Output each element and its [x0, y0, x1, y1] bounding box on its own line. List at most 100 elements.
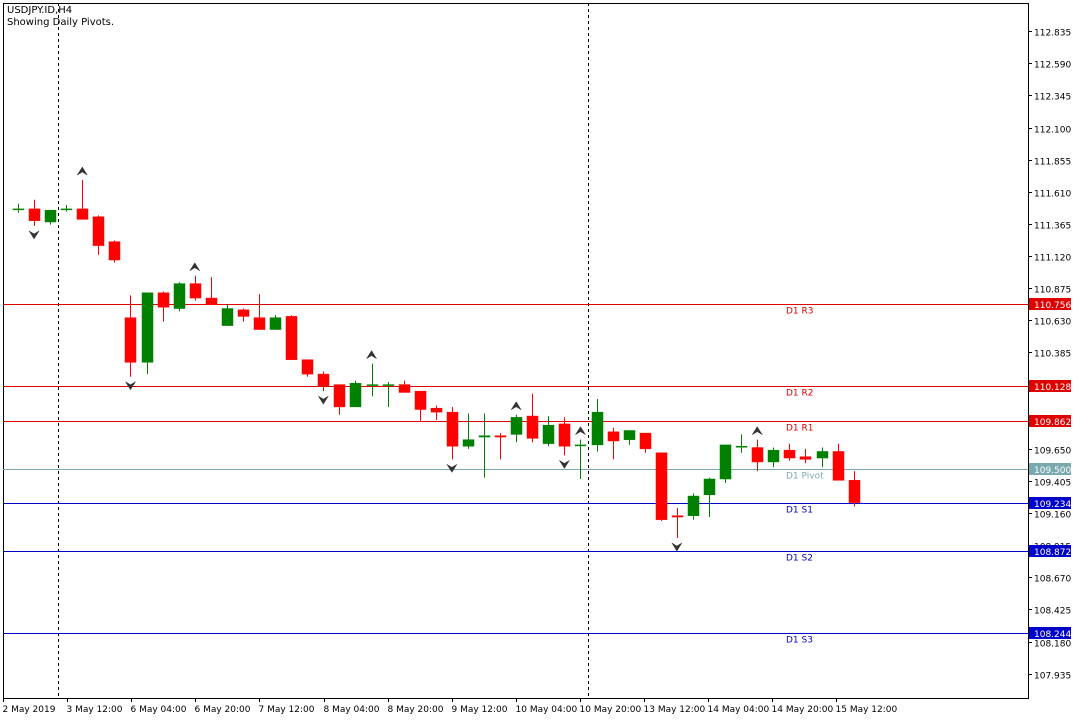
- y-tick-label: 110.385: [1034, 350, 1071, 360]
- pivot-price-box: [1029, 463, 1071, 475]
- candle-body: [108, 241, 121, 261]
- y-tick-label: 111.610: [1034, 190, 1071, 200]
- candle-body: [221, 308, 234, 326]
- pivot-price-label: 110.756: [1034, 301, 1071, 311]
- candle-body: [623, 430, 636, 440]
- candle-body: [189, 283, 202, 299]
- candle-body: [751, 447, 764, 463]
- y-tick-label: 109.160: [1034, 511, 1071, 521]
- candle-body: [816, 451, 829, 459]
- chart-symbol-title: USDJPY.ID,H4: [7, 5, 72, 16]
- pivot-label: D1 S1: [786, 506, 813, 516]
- x-tick-label: 14 May 20:00: [772, 705, 834, 715]
- candle-body: [558, 423, 571, 447]
- candle-body: [639, 432, 652, 450]
- candle-body: [510, 417, 523, 435]
- candle-body: [237, 309, 250, 317]
- y-tick-label: 110.875: [1034, 286, 1071, 296]
- pivot-label: D1 R1: [786, 424, 814, 434]
- pivot-price-label: 109.862: [1034, 418, 1071, 428]
- fractal-down-arrow: [28, 230, 40, 240]
- candle-body: [285, 316, 298, 360]
- y-tick-label: 108.670: [1034, 575, 1071, 585]
- candle-body: [526, 415, 539, 439]
- y-tick-label: 111.365: [1034, 222, 1071, 232]
- candle-body: [767, 449, 780, 463]
- candle-body: [494, 435, 507, 438]
- fractal-up-arrow: [510, 401, 522, 410]
- candle-body: [124, 317, 137, 363]
- y-tick-label: 112.835: [1034, 29, 1071, 39]
- candle-body: [671, 515, 684, 518]
- x-tick-label: 13 May 12:00: [644, 705, 706, 715]
- candle-body: [655, 452, 668, 520]
- fractal-up-arrow: [189, 262, 200, 271]
- candle-body: [832, 451, 845, 481]
- fractal-up-arrow: [575, 426, 586, 435]
- candle-body: [607, 431, 620, 442]
- y-tick-label: 109.405: [1034, 479, 1071, 489]
- candle-body: [44, 209, 57, 223]
- candle-body: [366, 384, 379, 386]
- candle-body: [253, 317, 266, 330]
- candle-body: [301, 359, 314, 375]
- y-tick-label: 111.120: [1034, 254, 1071, 264]
- y-tick-label: 112.590: [1034, 61, 1071, 71]
- chart-subtitle: Showing Daily Pivots.: [7, 17, 114, 28]
- candle-body: [28, 208, 41, 221]
- pivot-price-label: 108.872: [1034, 548, 1071, 558]
- fractal-down-arrow: [671, 542, 683, 552]
- pivot-price-box: [1029, 415, 1071, 427]
- y-tick-label: 110.630: [1034, 318, 1071, 328]
- candle-body: [574, 444, 587, 447]
- candle-body: [735, 445, 748, 448]
- candle-body: [76, 208, 89, 220]
- candle-body: [60, 208, 73, 211]
- candle-body: [205, 297, 218, 305]
- candle-body: [703, 478, 716, 495]
- candle-body: [269, 317, 282, 330]
- y-tick-label: 108.425: [1034, 607, 1071, 617]
- candle-body: [414, 390, 427, 410]
- x-tick-label: 10 May 04:00: [516, 705, 578, 715]
- candle-body: [157, 292, 170, 308]
- y-tick-label: 108.180: [1034, 640, 1071, 650]
- x-tick-label: 6 May 20:00: [195, 705, 251, 715]
- pivot-label: D1 S2: [786, 554, 813, 564]
- pivot-label: D1 Pivot: [786, 472, 824, 482]
- x-tick-label: 9 May 12:00: [452, 705, 508, 715]
- fractal-down-arrow: [318, 395, 329, 405]
- candle-body: [799, 456, 812, 460]
- pivot-price-label: 108.244: [1034, 630, 1071, 640]
- candle-body: [446, 411, 459, 447]
- candle-body: [591, 411, 604, 446]
- candle-body: [141, 292, 154, 363]
- y-tick-label: 111.855: [1034, 158, 1071, 168]
- candle-body: [12, 208, 25, 211]
- pivot-label: D1 R3: [786, 307, 814, 317]
- pivot-label: D1 R2: [786, 389, 814, 399]
- x-tick-label: 7 May 12:00: [259, 705, 315, 715]
- candle-body: [92, 216, 105, 246]
- candle-body: [173, 283, 186, 309]
- candle-body: [333, 384, 346, 408]
- pivot-price-box: [1029, 298, 1071, 310]
- fractal-up-arrow: [366, 350, 377, 359]
- fractal-down-arrow: [559, 460, 570, 469]
- candle-body: [430, 407, 443, 413]
- candle-body: [398, 384, 411, 393]
- pivot-price-label: 109.500: [1034, 466, 1071, 476]
- pivot-price-box: [1029, 545, 1071, 557]
- x-tick-label: 15 May 12:00: [836, 705, 898, 715]
- candle-body: [462, 439, 475, 447]
- candle-body: [783, 449, 796, 459]
- candle-body: [542, 424, 555, 444]
- candle-body: [317, 373, 330, 387]
- fractal-up-arrow: [77, 166, 88, 176]
- fractal-up-arrow: [752, 426, 763, 435]
- x-tick-label: 8 May 04:00: [324, 705, 380, 715]
- x-tick-label: 10 May 20:00: [580, 705, 642, 715]
- x-tick-label: 6 May 04:00: [131, 705, 187, 715]
- pivot-price-box: [1029, 627, 1071, 639]
